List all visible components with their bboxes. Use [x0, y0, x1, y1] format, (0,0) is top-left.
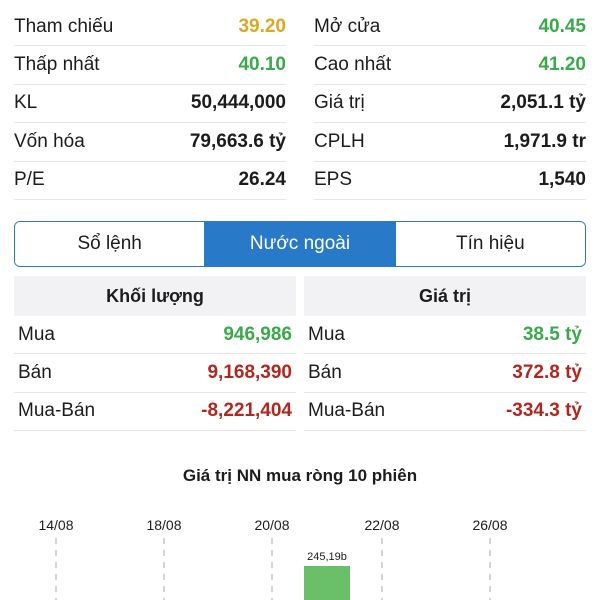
stat-value: 2,051.1 tỷ: [500, 92, 586, 114]
stat-value: 40.45: [538, 15, 586, 37]
stat-cell: Tham chiếu 39.20: [14, 8, 286, 47]
chart-title: Giá trị NN mua ròng 10 phiên: [182, 466, 418, 485]
row-value: -8,221,404: [201, 400, 292, 422]
net-buy-chart: 14/08 18/08 20/08 22/08 26/08 245,19b: [38, 517, 508, 600]
stat-label: Thấp nhất: [14, 54, 100, 76]
x-tick-label: 14/08: [38, 517, 73, 533]
stat-cell: Vốn hóa 79,663.6 tỷ: [14, 123, 286, 162]
table-row: Mua-Bán -8,221,404: [14, 393, 296, 432]
foreign-value-table: Giá trị Mua 38.5 tỷ Bán 372.8 tỷ Mua-Bán -334…: [304, 276, 586, 432]
stat-value: 39.20: [238, 15, 286, 37]
stat-label: Tham chiếu: [14, 15, 114, 37]
stat-row: KL 50,444,000 Giá trị 2,051.1 tỷ: [14, 85, 586, 124]
stat-label: Vốn hóa: [14, 130, 85, 152]
table-row: Bán 372.8 tỷ: [304, 354, 586, 393]
tab-foreign[interactable]: Nước ngoài: [204, 222, 395, 266]
tab-signal[interactable]: Tín hiệu: [394, 222, 585, 266]
x-tick-label: 22/08: [364, 517, 399, 533]
row-label: Bán: [308, 362, 342, 384]
stat-cell: Thấp nhất 40.10: [14, 46, 286, 85]
stat-cell: KL 50,444,000: [14, 85, 286, 124]
bar-data-label: 245,19b: [307, 551, 347, 563]
stat-label: Mở cửa: [314, 15, 381, 37]
stat-value: 41.20: [538, 54, 586, 76]
stat-cell: Cao nhất 41.20: [314, 46, 586, 85]
row-value: -334.3 tỷ: [505, 400, 582, 422]
row-value: 946,986: [223, 323, 292, 345]
x-tick-label: 20/08: [254, 517, 289, 533]
stat-cell: CPLH 1,971.9 tr: [314, 123, 586, 162]
table-row: Mua 946,986: [14, 316, 296, 355]
stat-label: Cao nhất: [314, 54, 392, 76]
tab-order-book[interactable]: Sổ lệnh: [15, 222, 205, 266]
foreign-volume-table: Khối lượng Mua 946,986 Bán 9,168,390 Mua-Bán…: [14, 276, 296, 432]
stat-value: 79,663.6 tỷ: [189, 130, 286, 152]
row-label: Bán: [18, 362, 52, 384]
stat-row: Tham chiếu 39.20 Mở cửa 40.45: [14, 8, 586, 47]
stat-value: 1,971.9 tr: [503, 130, 586, 152]
stat-value: 1,540: [538, 169, 586, 191]
stat-cell: Giá trị 2,051.1 tỷ: [314, 85, 586, 124]
stat-cell: EPS 1,540: [314, 162, 586, 200]
row-value: 9,168,390: [207, 362, 292, 384]
stock-stats-grid: Tham chiếu 39.20 Mở cửa 40.45 Thấp nhất 40.10…: [14, 8, 586, 200]
row-value: 372.8 tỷ: [512, 362, 582, 384]
value-header: Giá trị: [304, 276, 586, 316]
x-tick-label: 26/08: [472, 517, 507, 533]
tab-bar: Sổ lệnh Nước ngoài Tín hiệu: [14, 221, 586, 267]
stat-row: Thấp nhất 40.10 Cao nhất 41.20: [14, 46, 586, 85]
stat-label: P/E: [14, 169, 45, 191]
stat-cell: P/E 26.24: [14, 162, 286, 200]
stat-row: P/E 26.24 EPS 1,540: [14, 162, 586, 200]
volume-header: Khối lượng: [14, 276, 296, 316]
row-value: 38.5 tỷ: [522, 323, 582, 345]
stat-label: CPLH: [314, 130, 365, 152]
table-row: Mua-Bán -334.3 tỷ: [304, 393, 586, 432]
row-label: Mua-Bán: [308, 400, 386, 422]
stat-row: Vốn hóa 79,663.6 tỷ CPLH 1,971.9 tr: [14, 123, 586, 162]
bar: [304, 566, 350, 600]
x-tick-label: 18/08: [146, 517, 181, 533]
row-label: Mua: [18, 323, 55, 345]
stat-label: KL: [14, 92, 38, 114]
stat-value: 26.24: [238, 169, 286, 191]
table-row: Bán 9,168,390: [14, 354, 296, 393]
stat-cell: Mở cửa 40.45: [314, 8, 586, 47]
stat-label: EPS: [314, 169, 353, 191]
stat-value: 40.10: [238, 54, 286, 76]
stat-label: Giá trị: [314, 92, 365, 114]
table-row: Mua 38.5 tỷ: [304, 316, 586, 355]
stat-value: 50,444,000: [190, 92, 286, 114]
row-label: Mua: [308, 323, 345, 345]
row-label: Mua-Bán: [18, 400, 96, 422]
